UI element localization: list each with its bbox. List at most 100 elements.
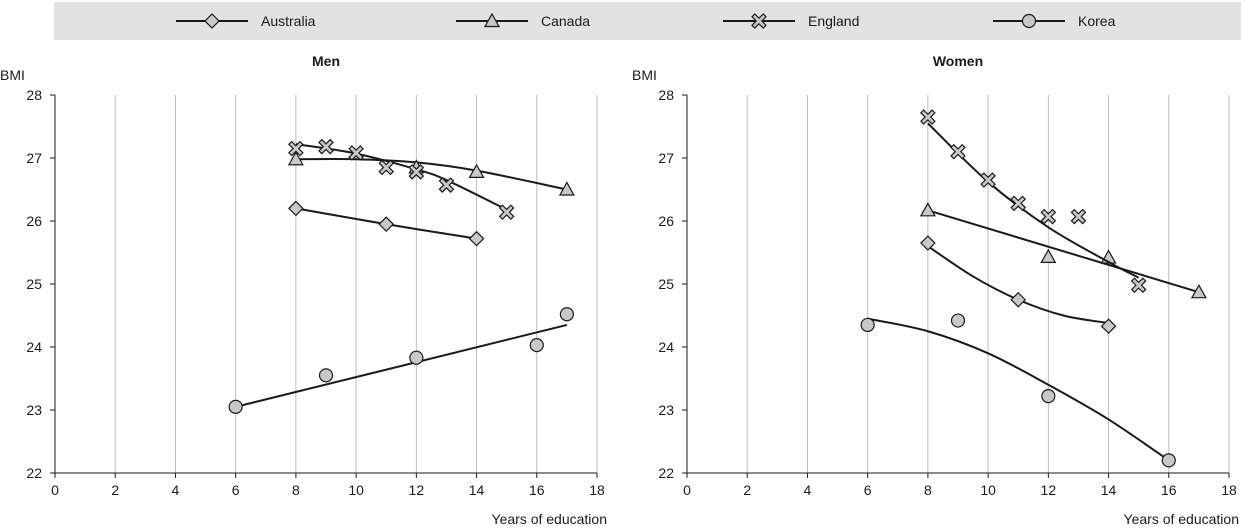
diamond-icon (204, 13, 220, 29)
data-point-korea (1041, 389, 1056, 404)
legend-entry-england: England (723, 13, 859, 29)
data-point-england (348, 145, 364, 161)
series-australia (288, 200, 485, 247)
data-point-england (378, 159, 395, 176)
x-tick-label: 12 (409, 482, 425, 498)
series-england (920, 109, 1147, 294)
y-tick-label: 28 (26, 87, 42, 103)
x-tick-label: 2 (743, 482, 751, 498)
x-tick-label: 2 (111, 482, 119, 498)
y-tick-label: 25 (26, 276, 42, 292)
series-canada (919, 202, 1207, 299)
fit-line-england (927, 122, 1140, 279)
cross-icon (751, 13, 767, 29)
y-tick-label: 23 (26, 402, 42, 418)
y-tick-label: 27 (658, 150, 674, 166)
legend-entry-korea: Korea (993, 13, 1116, 29)
data-point-australia (378, 216, 395, 232)
data-point-australia (920, 235, 936, 251)
x-tick-label: 14 (1101, 482, 1117, 498)
series-australia (920, 235, 1117, 335)
legend-label: Canada (541, 13, 590, 29)
x-tick-label: 4 (804, 482, 812, 498)
data-point-england (318, 138, 334, 155)
y-axis-unit: BMI (632, 67, 657, 83)
y-tick-label: 22 (26, 465, 42, 481)
data-point-england (498, 204, 515, 221)
data-point-korea (559, 307, 574, 322)
data-point-england (288, 140, 304, 157)
x-tick-label: 18 (589, 482, 605, 498)
data-point-australia (468, 230, 485, 247)
data-point-canada (287, 151, 304, 166)
data-point-australia (288, 200, 304, 217)
legend-entry-australia: Australia (176, 13, 316, 29)
y-tick-label: 25 (658, 276, 674, 292)
data-point-england (1040, 208, 1057, 225)
data-point-canada (1040, 248, 1057, 264)
y-tick-label: 28 (658, 87, 674, 103)
x-tick-label: 16 (529, 482, 545, 498)
data-point-korea (318, 368, 334, 383)
fit-line-korea (235, 323, 568, 408)
y-tick-label: 24 (26, 339, 42, 355)
panel-title: Men (312, 53, 340, 69)
panel-women: 0 2 4 6 8 10 12 14 16 1822232425262728WomenBMIYea… (632, 53, 1239, 527)
x-axis-label: Years of education (492, 511, 607, 527)
panel-men: 0 2 4 6 8 10 12 14 16 1822232425262728MenBMIYears… (0, 53, 607, 527)
data-point-canada (1190, 283, 1207, 299)
data-point-england (920, 109, 936, 125)
x-tick-label: 12 (1041, 482, 1057, 498)
y-axis-unit: BMI (0, 67, 25, 83)
fit-line-canada (927, 209, 1200, 294)
x-tick-label: 8 (292, 482, 300, 498)
data-point-korea (950, 313, 966, 328)
data-point-england (408, 164, 425, 180)
y-tick-label: 23 (658, 402, 674, 418)
fit-line-korea (867, 317, 1170, 462)
legend: Australia Canada England Korea (54, 2, 1241, 40)
data-point-england (438, 177, 455, 193)
x-tick-label: 6 (864, 482, 872, 498)
x-tick-label: 8 (924, 482, 932, 498)
y-tick-label: 26 (26, 213, 42, 229)
series-england (288, 138, 515, 221)
data-point-australia (1010, 291, 1027, 308)
data-point-england (980, 172, 996, 188)
x-tick-label: 10 (980, 482, 996, 498)
series-korea (228, 307, 574, 414)
data-point-korea (860, 317, 875, 333)
data-point-korea (409, 350, 424, 365)
x-tick-label: 0 (683, 482, 691, 498)
legend-label: England (808, 13, 859, 29)
legend-entry-canada: Canada (456, 12, 590, 29)
x-tick-label: 0 (51, 482, 59, 498)
data-point-korea (228, 399, 243, 414)
data-point-england (1070, 208, 1087, 225)
data-point-canada (919, 202, 936, 217)
x-tick-label: 18 (1221, 482, 1237, 498)
y-tick-label: 22 (658, 465, 674, 481)
x-tick-label: 4 (172, 482, 180, 498)
data-point-korea (1161, 453, 1176, 468)
y-tick-label: 24 (658, 339, 674, 355)
data-point-canada (468, 163, 485, 178)
data-point-korea (529, 338, 544, 353)
x-tick-label: 14 (469, 482, 485, 498)
circle-icon (1021, 13, 1037, 29)
data-point-england (1010, 195, 1027, 212)
data-point-england (1130, 277, 1147, 294)
x-axis-label: Years of education (1124, 511, 1239, 527)
x-tick-label: 16 (1161, 482, 1177, 498)
y-tick-label: 27 (26, 150, 42, 166)
x-tick-label: 10 (348, 482, 364, 498)
series-korea (860, 313, 1176, 468)
panel-title: Women (933, 53, 983, 69)
data-point-australia (1100, 318, 1117, 335)
legend-label: Australia (261, 13, 316, 29)
triangle-icon (483, 12, 501, 28)
x-tick-label: 6 (232, 482, 240, 498)
data-point-england (950, 143, 966, 160)
y-tick-label: 26 (658, 213, 674, 229)
